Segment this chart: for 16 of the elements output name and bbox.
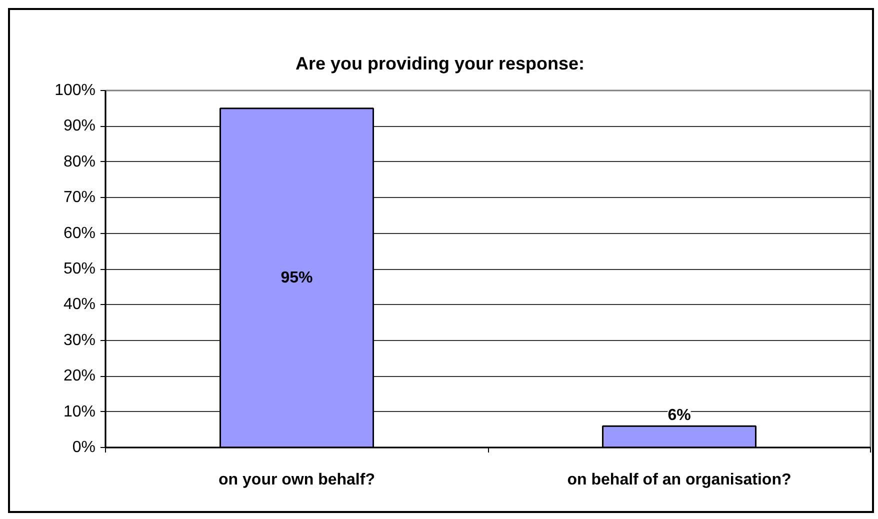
y-tick-label: 90% bbox=[63, 118, 96, 135]
y-tick-label: 60% bbox=[63, 224, 96, 242]
y-tick-label: 80% bbox=[63, 153, 96, 170]
x-tick-label: on your own behalf? bbox=[218, 472, 375, 488]
y-tick-label: 100% bbox=[54, 82, 96, 99]
y-tick-label: 10% bbox=[63, 403, 96, 420]
x-tick-label: on behalf of an organisation? bbox=[567, 472, 792, 488]
chart-title: Are you providing your response: bbox=[296, 54, 585, 74]
y-tick-label: 40% bbox=[63, 296, 96, 314]
data-label: 6% bbox=[668, 407, 691, 424]
y-tick-label: 20% bbox=[63, 368, 96, 385]
y-tick-label: 30% bbox=[63, 332, 96, 349]
y-tick-label: 70% bbox=[63, 189, 96, 206]
y-tick-label: 0% bbox=[72, 439, 96, 456]
y-tick-label: 50% bbox=[63, 260, 96, 278]
data-label: 95% bbox=[280, 269, 313, 286]
